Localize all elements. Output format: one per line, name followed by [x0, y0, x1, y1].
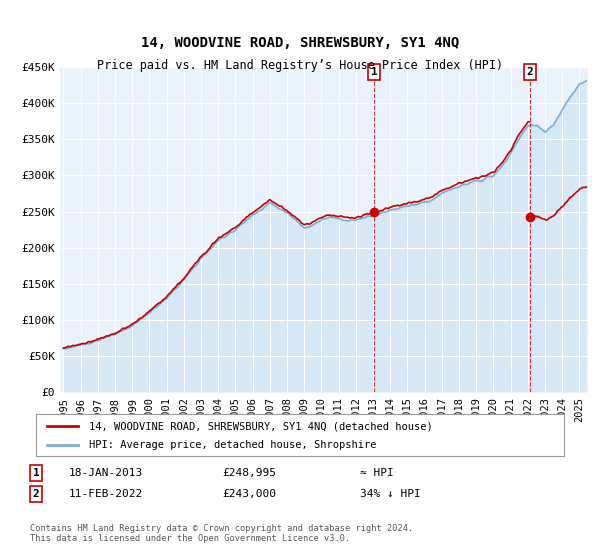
- Text: 34% ↓ HPI: 34% ↓ HPI: [360, 489, 421, 499]
- Text: ≈ HPI: ≈ HPI: [360, 468, 394, 478]
- Text: 1: 1: [371, 67, 377, 77]
- Text: Price paid vs. HM Land Registry’s House Price Index (HPI): Price paid vs. HM Land Registry’s House …: [97, 59, 503, 72]
- Text: 11-FEB-2022: 11-FEB-2022: [69, 489, 143, 499]
- Text: Contains HM Land Registry data © Crown copyright and database right 2024.
This d: Contains HM Land Registry data © Crown c…: [30, 524, 413, 543]
- Text: 14, WOODVINE ROAD, SHREWSBURY, SY1 4NQ: 14, WOODVINE ROAD, SHREWSBURY, SY1 4NQ: [141, 36, 459, 50]
- Text: 14, WOODVINE ROAD, SHREWSBURY, SY1 4NQ (detached house): 14, WOODVINE ROAD, SHREWSBURY, SY1 4NQ (…: [89, 421, 433, 431]
- Text: £243,000: £243,000: [222, 489, 276, 499]
- Text: 2: 2: [526, 67, 533, 77]
- Text: 1: 1: [32, 468, 40, 478]
- Text: £248,995: £248,995: [222, 468, 276, 478]
- Text: 2: 2: [32, 489, 40, 499]
- Text: 18-JAN-2013: 18-JAN-2013: [69, 468, 143, 478]
- Text: HPI: Average price, detached house, Shropshire: HPI: Average price, detached house, Shro…: [89, 440, 376, 450]
